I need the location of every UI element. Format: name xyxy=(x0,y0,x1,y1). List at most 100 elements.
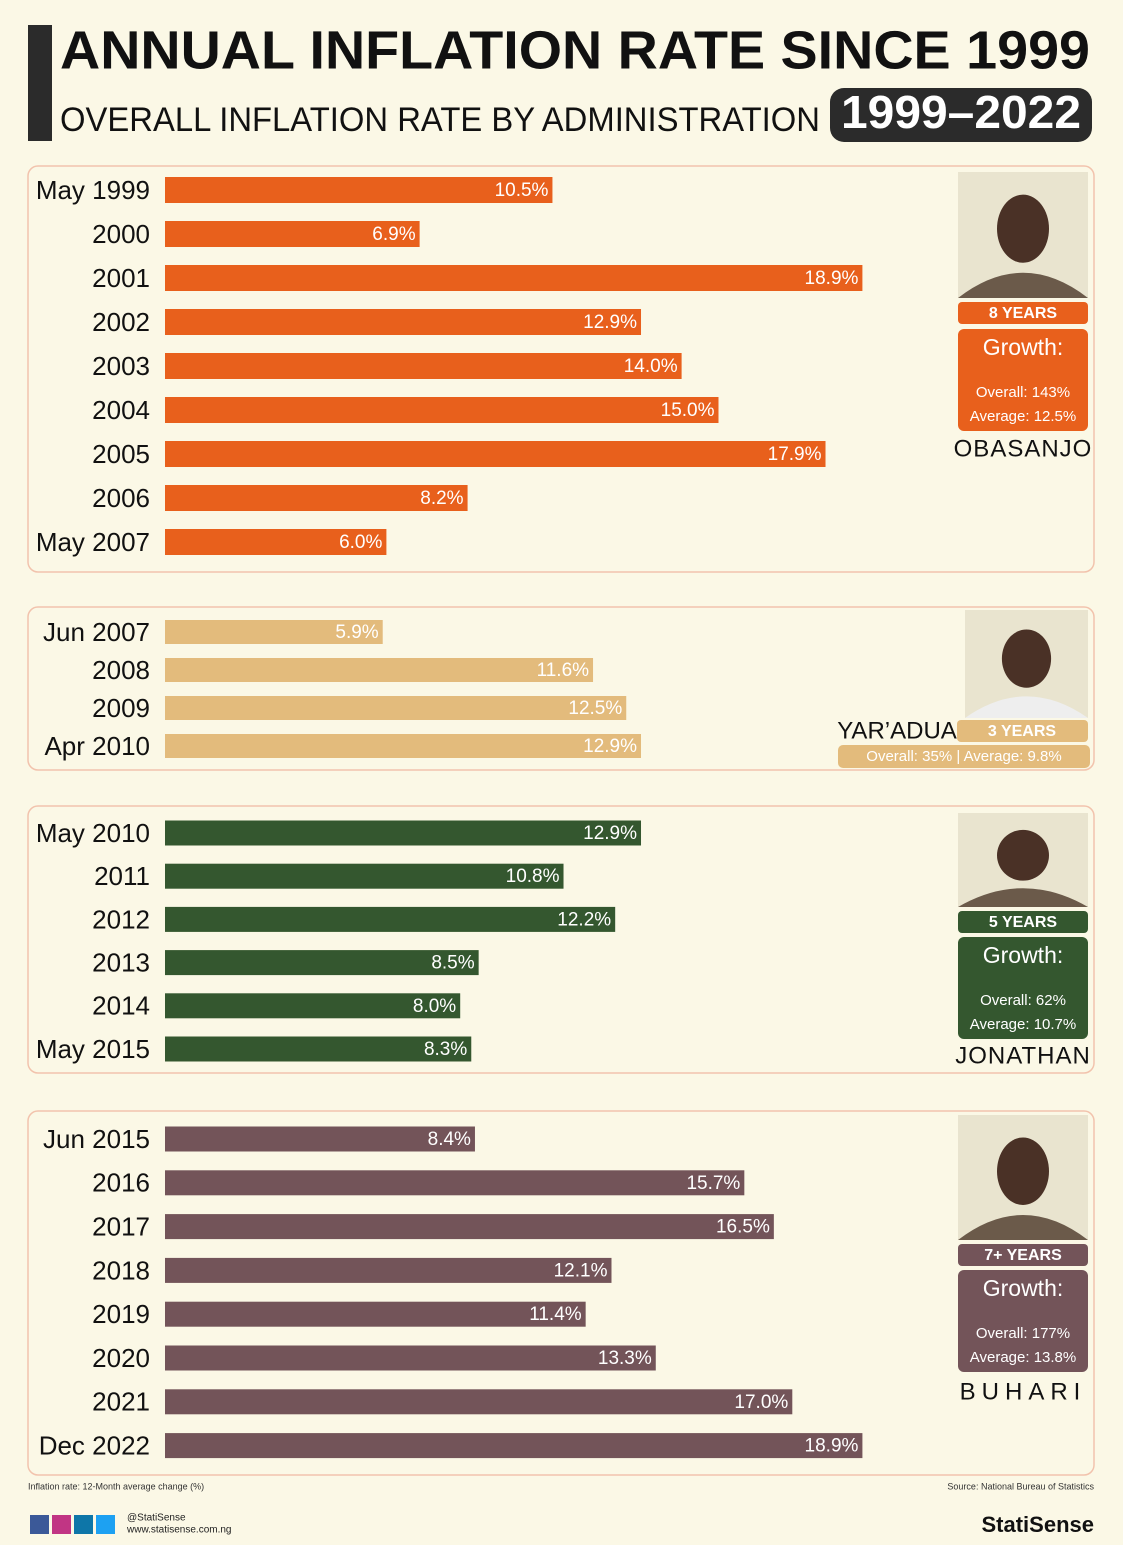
administration-name: YAR’ADUA xyxy=(837,717,957,744)
brand: StatiSense xyxy=(982,1512,1095,1537)
bar xyxy=(165,177,553,203)
value-label: 15.7% xyxy=(686,1173,740,1194)
administration-name: JONATHAN xyxy=(955,1042,1091,1069)
bar xyxy=(165,863,564,889)
subtitle: OVERALL INFLATION RATE BY ADMINISTRATION xyxy=(60,101,820,139)
bar xyxy=(165,309,642,335)
value-label: 11.4% xyxy=(529,1304,582,1325)
title: ANNUAL INFLATION RATE SINCE 1999 xyxy=(60,20,1090,80)
value-label: 8.2% xyxy=(420,488,463,509)
source: Source: National Bureau of Statistics xyxy=(947,1481,1094,1491)
overall: Overall: 177% xyxy=(976,1325,1070,1342)
value-label: 12.9% xyxy=(583,736,637,757)
years: 7+ YEARS xyxy=(984,1247,1062,1264)
growth-box xyxy=(958,937,1088,1039)
category-label: Dec 2022 xyxy=(39,1430,150,1460)
bar xyxy=(165,265,863,291)
years: 3 YEARS xyxy=(988,723,1057,740)
bar xyxy=(165,529,387,555)
average: Average: 12.5% xyxy=(970,408,1076,425)
value-label: 18.9% xyxy=(805,268,859,289)
period-badge xyxy=(830,88,1092,142)
value-label: 16.5% xyxy=(716,1217,770,1238)
category-label: 2014 xyxy=(92,991,150,1021)
social-icons xyxy=(30,1515,115,1534)
portrait-body xyxy=(958,888,1088,907)
value-label: 11.6% xyxy=(537,660,590,681)
category-label: 2009 xyxy=(92,693,150,723)
panel xyxy=(27,805,1095,1074)
bar xyxy=(165,1389,793,1415)
category-label: 2002 xyxy=(92,307,150,337)
bar xyxy=(165,734,642,758)
category-label: 2006 xyxy=(92,483,150,513)
growth-box xyxy=(958,1270,1088,1372)
average: Average: 10.7% xyxy=(970,1016,1076,1033)
value-label: 12.9% xyxy=(583,823,637,844)
portrait-head xyxy=(997,829,1049,881)
category-label: May 2015 xyxy=(36,1034,150,1064)
value-label: 15.0% xyxy=(661,400,715,421)
summary: Overall: 35% | Average: 9.8% xyxy=(866,748,1061,765)
period: 1999–2022 xyxy=(841,86,1081,138)
handle: @StatiSense xyxy=(127,1513,186,1524)
linkedin-icon xyxy=(74,1515,93,1534)
category-label: 2019 xyxy=(92,1299,150,1329)
bar xyxy=(165,441,826,467)
bar xyxy=(165,1301,586,1327)
category-label: May 2007 xyxy=(36,527,150,557)
bar xyxy=(165,1036,472,1062)
panel xyxy=(27,165,1095,573)
bar xyxy=(165,221,420,247)
value-label: 12.5% xyxy=(568,698,622,719)
bar xyxy=(165,1170,745,1196)
average: Average: 13.8% xyxy=(970,1349,1076,1366)
category-label: 2008 xyxy=(92,655,150,685)
portrait-body xyxy=(965,696,1088,718)
category-label: Apr 2010 xyxy=(44,731,150,761)
growth-label: Growth: xyxy=(983,942,1064,968)
category-label: 2004 xyxy=(92,395,150,425)
value-label: 8.3% xyxy=(424,1039,467,1060)
administration-name: BUHARI xyxy=(960,1378,1087,1405)
growth-label: Growth: xyxy=(983,334,1064,360)
portrait-head xyxy=(997,1137,1049,1205)
portrait-head xyxy=(997,194,1049,263)
category-label: 2013 xyxy=(92,947,150,977)
administration-name: OBASANJO xyxy=(954,435,1093,462)
bar xyxy=(165,485,468,511)
twitter-icon xyxy=(96,1515,115,1534)
years-badge xyxy=(957,720,1088,742)
bar xyxy=(165,1345,656,1371)
instagram-icon xyxy=(52,1515,71,1534)
bar xyxy=(165,906,616,932)
growth-box xyxy=(958,329,1088,431)
footnote: Inflation rate: 12-Month average change … xyxy=(28,1481,204,1491)
value-label: 14.0% xyxy=(624,356,678,377)
portrait-body xyxy=(958,272,1088,298)
category-label: Jun 2007 xyxy=(43,617,150,647)
value-label: 10.5% xyxy=(495,180,549,201)
category-label: 2018 xyxy=(92,1255,150,1285)
value-label: 17.0% xyxy=(734,1392,788,1413)
value-label: 6.0% xyxy=(339,532,382,553)
bar xyxy=(165,1214,774,1240)
bar xyxy=(165,397,719,423)
value-label: 12.1% xyxy=(554,1260,608,1281)
years-badge xyxy=(958,302,1088,324)
value-label: 12.9% xyxy=(583,312,637,333)
bar xyxy=(165,658,594,682)
category-label: 2001 xyxy=(92,263,150,293)
value-label: 17.9% xyxy=(768,444,822,465)
category-label: 2005 xyxy=(92,439,150,469)
portrait-body xyxy=(958,1215,1088,1240)
category-label: May 1999 xyxy=(36,175,150,205)
years: 8 YEARS xyxy=(989,305,1058,322)
bar xyxy=(165,696,627,720)
value-label: 18.9% xyxy=(805,1436,859,1457)
category-label: 2003 xyxy=(92,351,150,381)
bar xyxy=(165,1433,863,1459)
bar xyxy=(165,620,383,644)
bar xyxy=(165,353,682,379)
